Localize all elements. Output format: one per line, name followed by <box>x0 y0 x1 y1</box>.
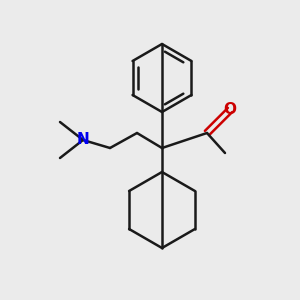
Text: N: N <box>76 133 89 148</box>
Text: O: O <box>224 103 236 118</box>
